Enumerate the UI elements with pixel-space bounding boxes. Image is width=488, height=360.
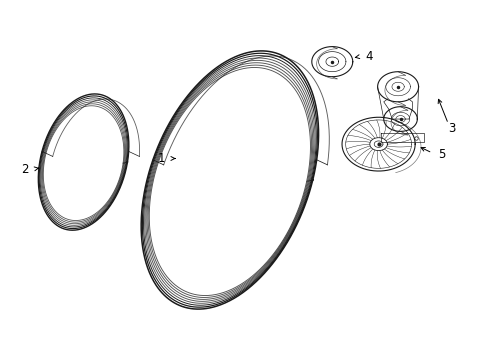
- Text: 5: 5: [437, 148, 445, 161]
- Text: 4: 4: [365, 50, 372, 63]
- Text: 3: 3: [447, 122, 454, 135]
- Text: 1: 1: [158, 152, 165, 165]
- Text: 2: 2: [21, 163, 29, 176]
